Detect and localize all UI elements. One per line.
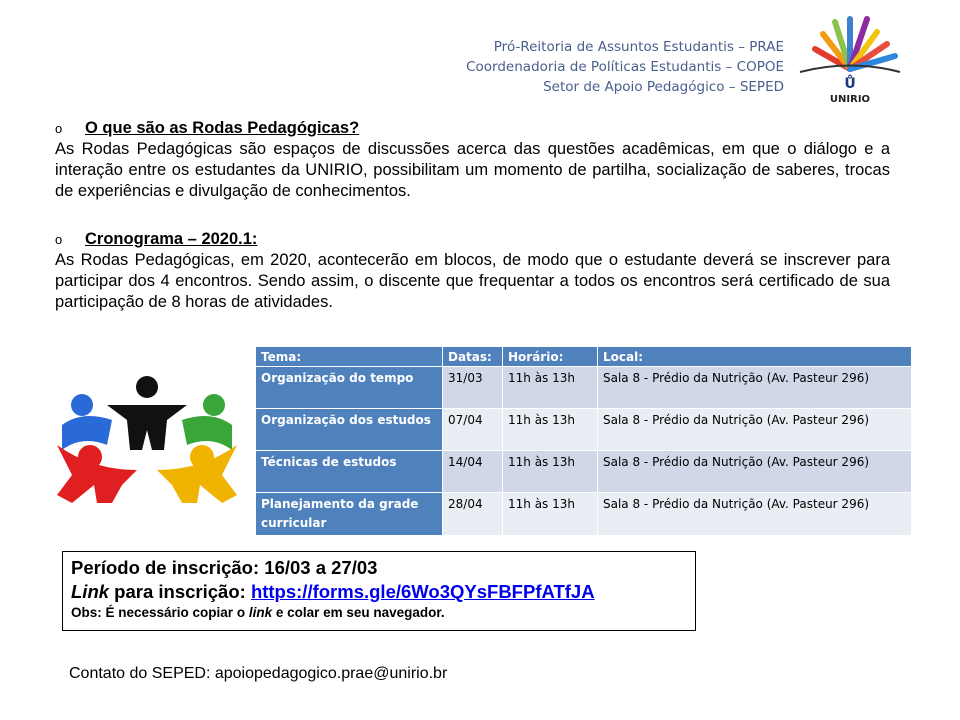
table-header-row: Tema: Datas: Horário: Local: [255,346,912,367]
period-value: 16/03 a 27/03 [264,557,378,578]
table-row: Técnicas de estudos 14/04 11h às 13h Sal… [255,450,912,493]
unirio-logo: Ů UNIRIO [799,16,901,104]
header-line: Coordenadoria de Políticas Estudantis – … [466,59,784,75]
cell-horario: 11h às 13h [502,408,598,451]
cell-local: Sala 8 - Prédio da Nutrição (Av. Pasteur… [597,450,912,493]
link-label: para inscrição: [109,581,246,602]
column-header: Local: [597,346,912,367]
registration-period: Período de inscrição: 16/03 a 27/03 [71,556,695,580]
header-line: Setor de Apoio Pedagógico – SEPED [543,79,784,95]
column-header: Tema: [255,346,443,367]
bullet: o [55,121,63,136]
cell-tema: Organização do tempo [255,366,443,409]
schedule-table: Tema: Datas: Horário: Local: Organização… [255,346,912,536]
registration-link-line: Link para inscrição: https://forms.gle/6… [71,580,695,604]
cell-data: 31/03 [442,366,503,409]
cell-local: Sala 8 - Prédio da Nutrição (Av. Pasteur… [597,408,912,451]
contact-info: Contato do SEPED: apoiopedagogico.prae@u… [69,665,448,682]
column-header: Datas: [442,346,503,367]
table-row: Organização dos estudos 07/04 11h às 13h… [255,408,912,451]
svg-text:Ů: Ů [844,74,855,92]
section-body: As Rodas Pedagógicas são espaços de disc… [55,140,890,200]
cell-horario: 11h às 13h [502,366,598,409]
section-body: As Rodas Pedagógicas, em 2020, acontecer… [55,251,890,311]
cell-data: 28/04 [442,492,503,536]
section-what-are: o O que são as Rodas Pedagógicas? As Roda… [55,118,890,202]
cell-data: 07/04 [442,408,503,451]
cell-horario: 11h às 13h [502,492,598,536]
cell-tema: Técnicas de estudos [255,450,443,493]
table-row: Organização do tempo 31/03 11h às 13h Sa… [255,366,912,409]
note-text: Obs: É necessário copiar o [71,605,249,620]
note-em: link [248,605,273,620]
link-label-em: Link [71,581,110,602]
cell-tema: Organização dos estudos [255,408,443,451]
period-label: Período de inscrição: [71,557,260,578]
table-row: Planejamento da grade curricular 28/04 1… [255,492,912,536]
registration-link[interactable]: https://forms.gle/6Wo3QYsFBFPfATfJA [250,581,595,602]
people-circle-illustration [57,376,237,503]
registration-box: Período de inscrição: 16/03 a 27/03 Link… [62,551,696,631]
cell-local: Sala 8 - Prédio da Nutrição (Av. Pasteur… [597,366,912,409]
institution-header: Pró-Reitoria de Assuntos Estudantis – PR… [466,37,784,97]
cell-local: Sala 8 - Prédio da Nutrição (Av. Pasteur… [597,492,912,536]
cell-tema: Planejamento da grade curricular [255,492,443,536]
header-line: Pró-Reitoria de Assuntos Estudantis – PR… [493,39,784,55]
column-header: Horário: [502,346,598,367]
section-title: O que são as Rodas Pedagógicas? [85,119,360,137]
cell-horario: 11h às 13h [502,450,598,493]
section-schedule: o Cronograma – 2020.1: As Rodas Pedagógic… [55,229,890,313]
registration-note: Obs: É necessário copiar o link e colar … [71,604,695,622]
section-title: Cronograma – 2020.1: [85,230,258,248]
bullet: o [55,232,63,247]
cell-data: 14/04 [442,450,503,493]
svg-text:UNIRIO: UNIRIO [830,94,870,104]
note-text: e colar em seu navegador. [272,605,445,620]
